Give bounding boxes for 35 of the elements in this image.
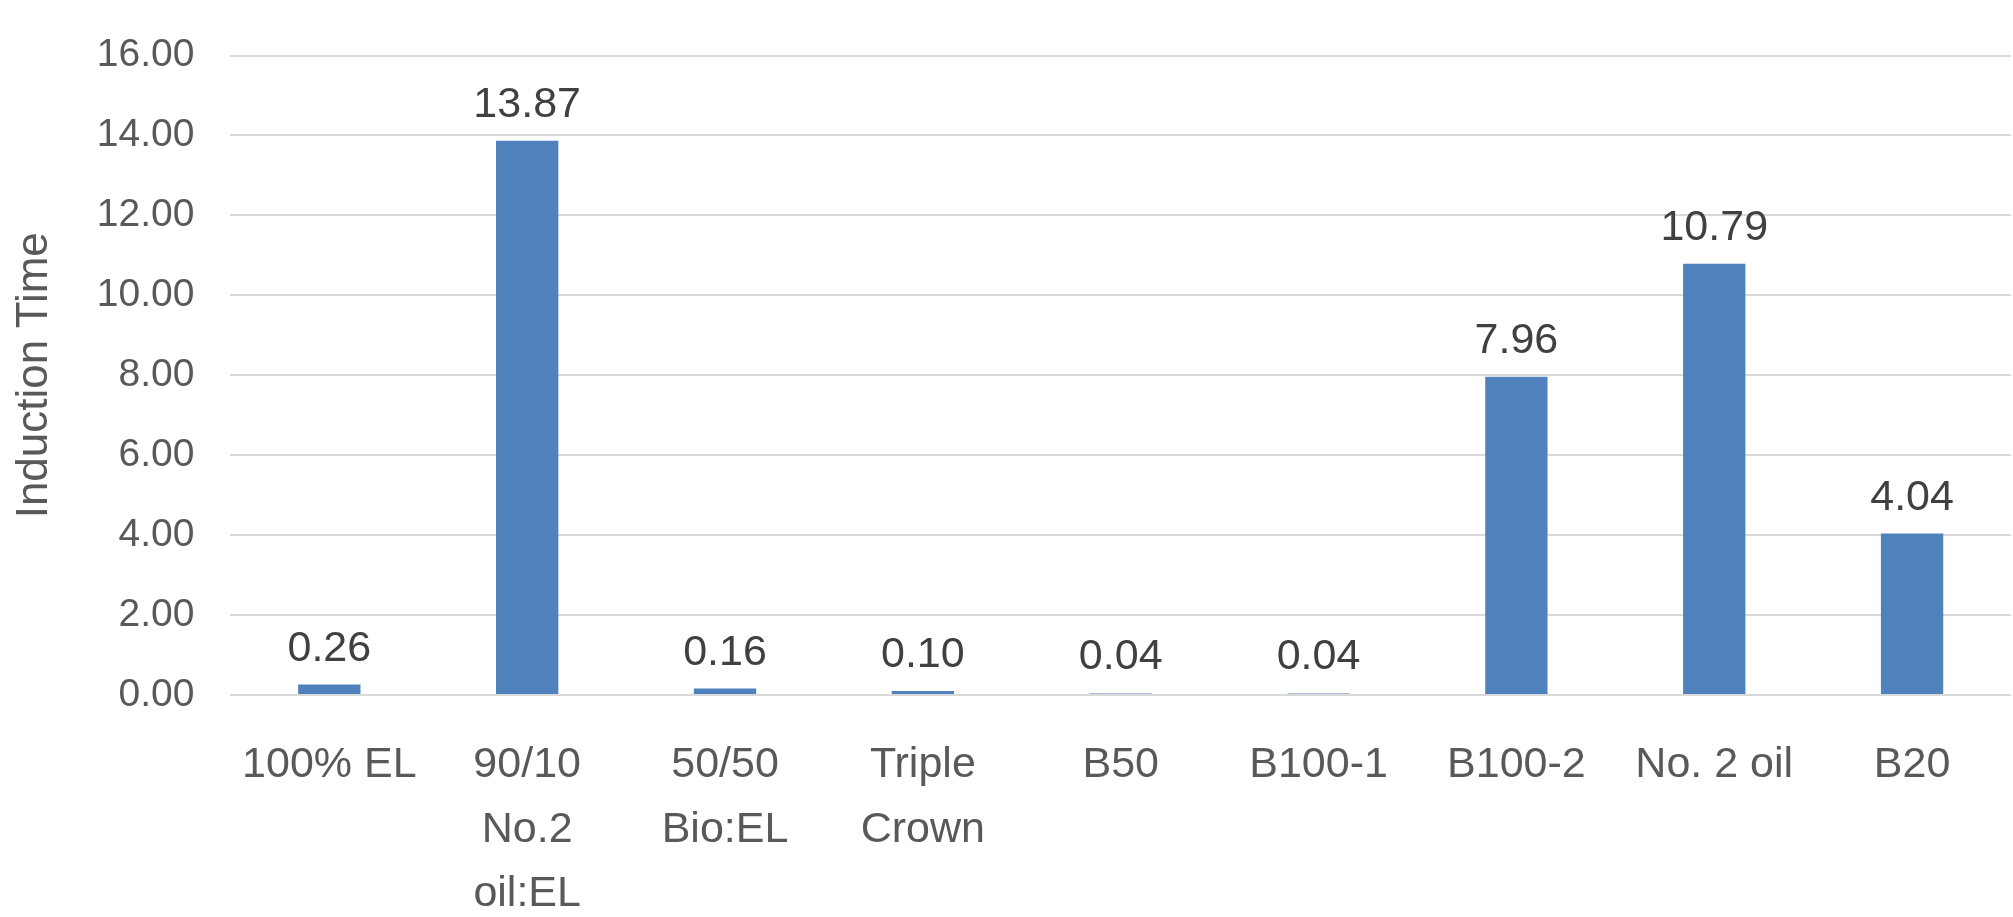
- bar: [298, 684, 361, 694]
- y-tick-label: 14.00: [96, 111, 195, 155]
- data-label: 10.79: [1660, 200, 1769, 249]
- x-tick-label: 100% EL: [242, 738, 417, 787]
- y-axis-title: Induction Time: [6, 232, 56, 519]
- bar: [1683, 263, 1746, 694]
- data-label: 0.04: [1078, 630, 1163, 679]
- x-tick-label: No. 2 oil: [1635, 738, 1794, 787]
- y-tick-label: 6.00: [118, 430, 195, 474]
- data-label: 0.04: [1276, 630, 1361, 679]
- bar: [1485, 376, 1548, 694]
- data-label: 7.96: [1474, 313, 1559, 362]
- data-label: 0.16: [683, 625, 767, 674]
- bar: [693, 688, 757, 694]
- y-tick-label: 2.00: [118, 590, 195, 634]
- data-label: 0.10: [881, 628, 965, 676]
- x-tick-label: B20: [1873, 738, 1951, 787]
- y-tick-label: 16.00: [96, 31, 195, 75]
- data-label: 13.87: [473, 77, 581, 126]
- bar: [1880, 533, 1944, 694]
- x-tick-label: 90/10 No.2 oil:EL: [473, 738, 581, 916]
- y-tick-label: 0.00: [118, 670, 195, 714]
- y-tick-label: 12.00: [96, 191, 195, 235]
- x-tick-label: B100-1: [1249, 738, 1388, 787]
- bar: [496, 140, 559, 694]
- x-tick-label: Triple Crown: [860, 738, 985, 851]
- x-tick-label: 50/50 Bio:EL: [661, 738, 789, 851]
- bar: [891, 691, 955, 694]
- y-tick-label: 10.00: [96, 271, 195, 315]
- data-label: 0.26: [287, 621, 372, 670]
- data-label: 4.04: [1870, 470, 1954, 519]
- x-tick-label: B50: [1082, 738, 1159, 787]
- y-tick-label: 4.00: [118, 510, 195, 554]
- y-tick-label: 8.00: [118, 351, 195, 394]
- x-tick-label: B100-2: [1447, 738, 1586, 787]
